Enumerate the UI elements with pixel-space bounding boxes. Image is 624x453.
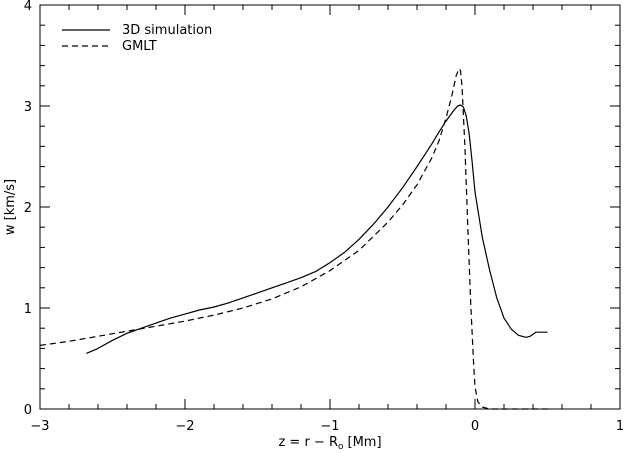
x-axis-label: z = r − Ro [Mm] (278, 435, 381, 452)
x-axis-label-unit: [Mm] (348, 435, 382, 450)
legend-label-3d-simulation: 3D simulation (122, 23, 212, 38)
x-tick-label: 0 (471, 419, 479, 434)
x-axis-label-subscript: o (338, 442, 344, 452)
x-tick-label: −2 (175, 419, 194, 434)
y-tick-label: 0 (24, 403, 32, 418)
y-axis-label: w [km/s] (3, 179, 18, 235)
tick-labels: −3 −2 −1 0 1 0 1 2 3 4 (24, 0, 624, 434)
legend-label-gmlt: GMLT (122, 39, 157, 54)
axis-ticks (39, 4, 621, 410)
x-axis-label-main: z = r − R (278, 435, 338, 450)
series-layer (39, 67, 548, 410)
y-tick-label: 2 (24, 201, 32, 216)
y-tick-label: 3 (24, 100, 32, 115)
y-tick-label: 4 (24, 0, 32, 14)
x-tick-label: 1 (616, 419, 624, 434)
x-tick-label: −3 (30, 419, 49, 434)
plot-frame (39, 4, 621, 410)
y-tick-label: 1 (24, 302, 32, 317)
x-tick-label: −1 (320, 419, 339, 434)
series-line-gmlt (39, 67, 548, 410)
series-line-3d-simulation (86, 104, 548, 354)
legend: 3D simulation GMLT (62, 23, 212, 54)
